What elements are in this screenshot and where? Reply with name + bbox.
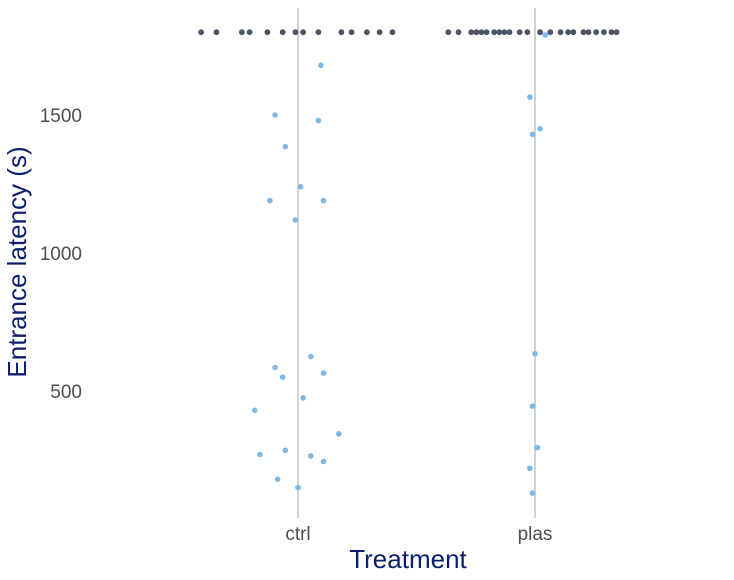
data-point-censored <box>389 29 396 36</box>
data-point-censored <box>239 29 245 36</box>
data-point-entered <box>320 458 327 465</box>
data-point-censored <box>496 29 503 36</box>
data-point-entered <box>282 143 289 150</box>
data-point-entered <box>272 112 278 118</box>
data-point-censored <box>264 29 271 36</box>
data-point-entered <box>537 126 543 132</box>
data-point-entered <box>282 447 289 454</box>
data-point-censored <box>557 29 564 36</box>
data-point-censored <box>537 29 543 36</box>
data-point-entered <box>529 403 536 410</box>
data-point-censored <box>292 29 299 36</box>
y-tick-label: 500 <box>50 382 82 403</box>
data-point-censored <box>585 29 592 36</box>
y-tick-label: 1500 <box>40 106 82 127</box>
data-point-censored <box>608 29 615 36</box>
data-points <box>198 29 620 496</box>
data-point-censored <box>315 29 322 36</box>
data-point-censored <box>483 29 490 36</box>
data-point-entered <box>336 431 342 437</box>
data-point-censored <box>213 29 220 36</box>
data-point-censored <box>580 29 587 36</box>
data-point-entered <box>315 117 322 124</box>
data-point-entered <box>297 184 304 190</box>
data-point-entered <box>529 131 536 138</box>
data-point-entered <box>320 197 327 204</box>
data-point-entered <box>308 353 314 360</box>
data-point-censored <box>198 29 205 36</box>
data-point-censored <box>601 29 607 36</box>
y-axis-title: Entrance latency (s) <box>2 146 32 377</box>
data-point-censored <box>478 29 485 36</box>
data-point-censored <box>348 29 355 36</box>
gridlines <box>297 8 536 518</box>
data-point-censored <box>524 29 531 36</box>
data-point-censored <box>364 29 370 36</box>
data-point-entered <box>272 364 278 371</box>
data-point-entered <box>534 444 541 451</box>
y-axis-tick-labels: 500 1000 1500 <box>40 106 82 403</box>
data-point-censored <box>468 29 475 36</box>
data-point-censored <box>338 29 345 36</box>
data-point-entered <box>300 395 306 401</box>
data-point-censored <box>570 29 577 36</box>
data-point-censored <box>455 29 462 36</box>
data-point-entered <box>295 484 301 491</box>
y-tick-label: 1000 <box>40 244 82 265</box>
data-point-censored <box>565 29 571 36</box>
data-point-entered <box>267 197 273 204</box>
data-point-entered <box>257 451 263 458</box>
data-point-entered <box>529 490 536 496</box>
data-point-censored <box>547 29 554 36</box>
x-axis-title: Treatment <box>349 544 467 574</box>
data-point-entered <box>532 350 538 357</box>
x-axis-tick-labels: ctrl plas <box>285 524 552 545</box>
data-point-entered <box>251 407 258 414</box>
data-point-censored <box>506 29 513 36</box>
data-point-entered <box>527 465 533 472</box>
data-point-entered <box>308 453 314 459</box>
data-point-entered <box>320 370 327 376</box>
data-point-entered <box>527 94 533 100</box>
data-point-entered <box>542 32 548 38</box>
data-point-censored <box>613 29 620 36</box>
data-point-censored <box>246 29 253 36</box>
data-point-censored <box>593 29 600 36</box>
data-point-entered <box>274 476 281 483</box>
data-point-entered <box>279 374 286 381</box>
data-point-censored <box>491 29 498 36</box>
data-point-censored <box>279 29 286 36</box>
data-point-censored <box>501 29 508 36</box>
data-point-censored <box>445 29 452 36</box>
data-point-censored <box>376 29 383 36</box>
data-point-entered <box>292 217 299 223</box>
data-point-censored <box>473 29 480 36</box>
x-tick-label-plas: plas <box>518 524 553 545</box>
x-tick-label-ctrl: ctrl <box>285 524 310 545</box>
data-point-censored <box>516 29 523 36</box>
data-point-censored <box>300 29 306 36</box>
data-point-entered <box>318 62 324 69</box>
